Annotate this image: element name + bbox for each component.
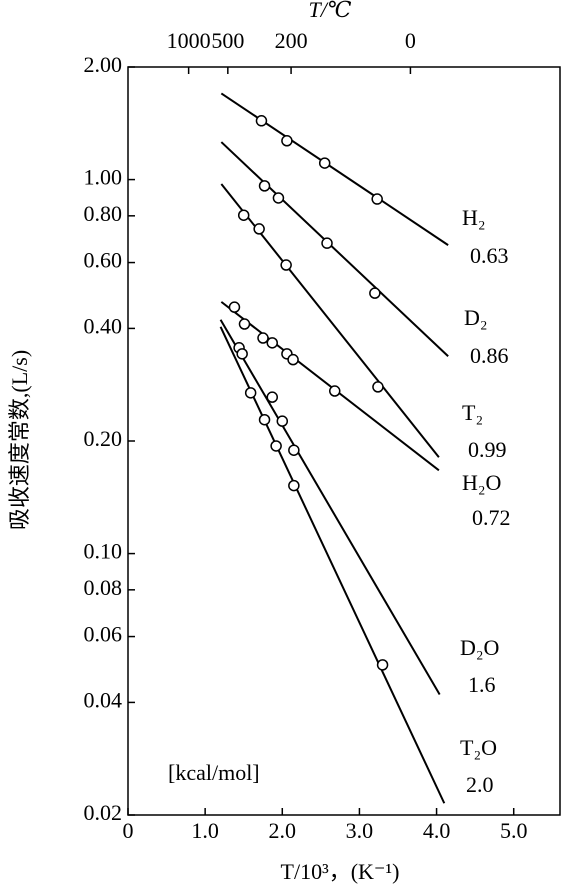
- fit-line: [220, 141, 449, 357]
- y-axis-label: 吸收速度常数,(L/s): [7, 350, 32, 530]
- data-point: [237, 209, 250, 221]
- data-point: [288, 444, 300, 456]
- y-tick-label: 1.00: [84, 165, 123, 190]
- top-axis-label: T/℃: [309, 0, 352, 22]
- data-point: [318, 157, 331, 169]
- x-tick-label: 1.0: [191, 818, 219, 843]
- data-point: [376, 659, 389, 671]
- x-tick-label: 4.0: [423, 818, 451, 843]
- fit-line: [219, 319, 441, 695]
- y-tick-label: 0.60: [84, 248, 123, 273]
- activation-energy: 0.86: [470, 343, 509, 368]
- y-tick-label: 0.80: [84, 201, 123, 226]
- data-point: [255, 115, 268, 127]
- series-label: H₂O: [462, 470, 501, 495]
- data-point: [321, 237, 333, 249]
- data-point: [372, 381, 384, 393]
- data-point: [236, 348, 248, 360]
- top-tick-label: 0: [405, 28, 416, 53]
- x-tick-label: 2.0: [269, 818, 297, 843]
- activation-energy: 1.6: [468, 672, 496, 697]
- series-label: H₂: [462, 205, 486, 230]
- data-point: [287, 353, 299, 366]
- series-label: T₂: [462, 400, 483, 425]
- y-tick-label: 0.20: [84, 426, 123, 451]
- data-point: [288, 479, 300, 492]
- y-tick-label: 0.06: [84, 622, 123, 647]
- x-tick-label: 5.0: [500, 818, 528, 843]
- fit-line: [220, 301, 440, 472]
- data-point: [328, 385, 341, 397]
- y-tick-label: 0.40: [84, 313, 123, 338]
- top-tick-label: 500: [211, 28, 244, 53]
- data-point: [266, 391, 279, 403]
- data-point: [371, 193, 383, 205]
- y-tick-label: 0.02: [84, 800, 123, 825]
- top-tick-label: 200: [275, 28, 308, 53]
- top-tick-label: 1000: [167, 28, 211, 53]
- data-point: [276, 415, 289, 427]
- data-point: [266, 337, 279, 349]
- activation-energy: 0.99: [468, 437, 507, 462]
- series-label: T₂O: [460, 735, 497, 760]
- y-tick-label: 2.00: [84, 52, 123, 77]
- data-point: [228, 301, 241, 313]
- fit-line: [220, 92, 449, 246]
- activation-energy: 0.63: [470, 243, 509, 268]
- fit-line: [219, 326, 446, 804]
- data-point: [280, 259, 292, 271]
- x-tick-label: 3.0: [346, 818, 374, 843]
- x-axis-label: T/10³，(K⁻¹): [281, 859, 400, 884]
- data-point: [258, 413, 271, 426]
- annotation: [kcal/mol]: [168, 760, 260, 785]
- data-point: [281, 135, 293, 147]
- y-tick-label: 0.10: [84, 539, 123, 564]
- data-point: [369, 287, 381, 299]
- fit-line: [220, 183, 440, 458]
- data-point: [272, 192, 285, 204]
- y-tick-label: 0.04: [84, 687, 123, 712]
- activation-energy: 0.72: [472, 505, 511, 530]
- data-point: [238, 318, 251, 330]
- data-point: [253, 223, 265, 235]
- activation-energy: 2.0: [466, 772, 494, 797]
- data-point: [257, 332, 269, 344]
- series-label: D₂O: [460, 635, 499, 660]
- y-tick-label: 0.08: [84, 575, 123, 600]
- data-point: [270, 440, 282, 452]
- data-point: [258, 180, 271, 192]
- series-label: D₂: [464, 305, 488, 330]
- x-tick-label: 0: [123, 818, 134, 843]
- data-point: [244, 387, 257, 399]
